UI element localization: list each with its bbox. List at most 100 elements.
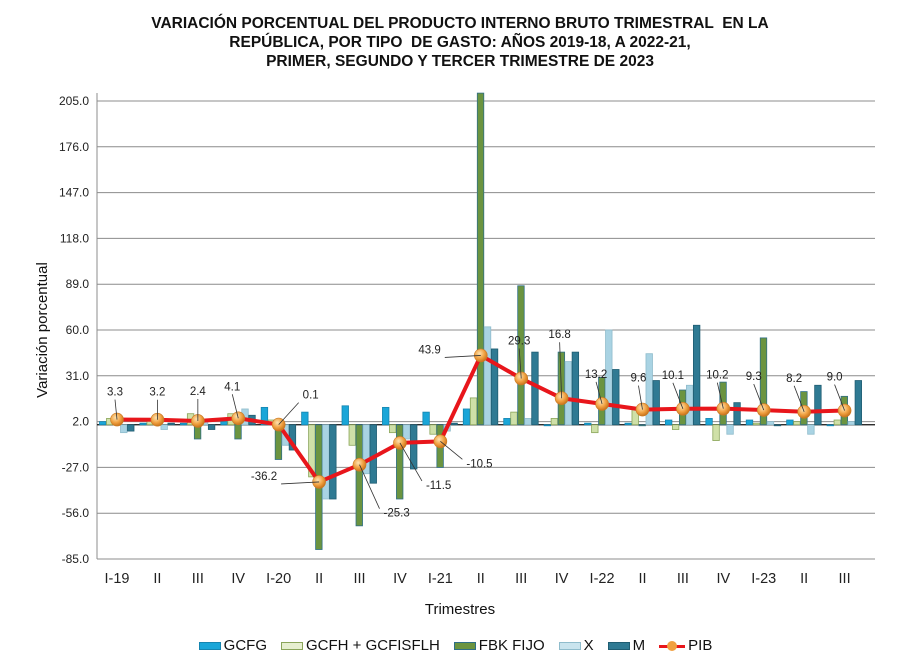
pib-leader-line	[559, 342, 563, 399]
legend-item-gcfg: GCFG	[198, 637, 268, 654]
legend-item-gcfh: GCFH + GCFISFLH	[281, 637, 440, 654]
pib-data-label: 2.4	[190, 386, 207, 398]
pib-data-label: 8.2	[786, 373, 802, 385]
pib-data-label: -25.3	[384, 508, 410, 520]
bar-gcfg-9	[462, 408, 471, 426]
x-tick-label: I-21	[428, 571, 453, 587]
pib-data-label: 3.3	[107, 387, 123, 399]
bar-x-13	[645, 353, 653, 426]
bar-x-7	[403, 424, 411, 440]
bar-gcfg-12	[584, 422, 592, 426]
bar-gcfg-13	[624, 422, 632, 426]
bar-m-5	[329, 424, 337, 500]
x-tick-label: I-22	[590, 571, 615, 587]
bar-fbk-fijo-9	[476, 92, 485, 426]
legend-item-x: X	[558, 637, 594, 654]
x-tick-label: II	[315, 571, 323, 587]
bar-fbk-fijo-10	[517, 285, 525, 426]
bar-gcfg-18	[826, 424, 834, 427]
x-tick-label: II	[638, 571, 646, 587]
y-tick-label: 147.0	[59, 186, 89, 200]
bar-gcfh-gcfisflh-12	[591, 424, 599, 434]
bar-gcfg-16	[745, 419, 754, 426]
x-tick-label: II	[477, 571, 485, 587]
legend-swatch-x	[558, 641, 581, 650]
y-tick-label: 60.0	[66, 323, 90, 337]
pib-data-label: 13.2	[585, 369, 607, 381]
bar-gcfg-2	[179, 422, 188, 426]
x-tick-label: II	[153, 571, 161, 587]
bar-gcfh-gcfisflh-11	[550, 418, 559, 426]
pib-data-labels: 3.3 3.2 2.4 4.1 0.1 -36.2 -25.3 -11.5 -10.5 43.9 2…	[107, 329, 845, 520]
pib-leader-line	[753, 383, 765, 411]
chart-title-line-3: PRIMER, SEGUNDO Y TERCER TRIMESTRE DE 20…	[266, 53, 654, 70]
y-tick-label: -27.0	[62, 460, 90, 474]
pib-leader-line	[518, 348, 522, 379]
bar-x-1	[160, 424, 168, 430]
bar-x-5	[322, 424, 330, 500]
bar-gcfg-17	[786, 419, 794, 426]
bar-gcfh-gcfisflh-7	[389, 424, 397, 434]
x-tick-label: IV	[716, 571, 730, 587]
legend-label-pib: PIB	[688, 637, 713, 654]
y-axis-ticks: 205.0 176.0 147.0 118.0 89.0 60.0 31.0 2.0 -27.0…	[59, 94, 89, 566]
bar-gcfg-10	[503, 418, 511, 426]
bar-gcfg-8	[422, 411, 430, 426]
bar-m-1	[167, 422, 175, 426]
pib-leader-line	[281, 481, 320, 485]
legend-swatch-m	[607, 641, 630, 650]
pib-data-label: 10.1	[662, 370, 684, 382]
legend-item-fbk-fijo: FBK FIJO	[453, 637, 545, 654]
bar-m-12	[612, 369, 620, 426]
bar-gcfh-gcfisflh-17	[793, 421, 801, 426]
bar-gcfg-3	[220, 421, 228, 426]
y-tick-label: 176.0	[59, 140, 89, 154]
y-tick-label: 2.0	[72, 415, 89, 429]
bar-m-11	[571, 351, 580, 426]
legend-label-gcfg: GCFG	[223, 637, 268, 654]
pib-data-label: 4.1	[224, 381, 240, 393]
bar-x-12	[605, 329, 613, 426]
legend-label-x: X	[583, 637, 594, 654]
bar-m-15	[733, 402, 741, 426]
y-tick-label: -56.0	[62, 506, 90, 520]
bar-m-16	[773, 424, 782, 427]
bar-gcfg-1	[139, 422, 147, 426]
x-tick-label: I-23	[751, 571, 776, 587]
bar-gcfh-gcfisflh-10	[510, 411, 518, 426]
chart-title-line-1: VARIACIÓN PORCENTUAL DEL PRODUCTO INTERN…	[151, 15, 769, 32]
pib-data-label: -10.5	[466, 458, 492, 470]
bar-m-7	[410, 424, 418, 470]
bar-x-18	[847, 421, 855, 426]
pib-leader-line	[278, 402, 299, 425]
pib-leader-line	[444, 355, 481, 358]
x-tick-label: IV	[231, 571, 245, 587]
x-tick-label: III	[839, 571, 851, 587]
bar-m-17	[814, 384, 822, 426]
legend-swatch-gcfg	[198, 641, 221, 650]
bar-m-2	[207, 424, 216, 430]
x-axis-label: Trimestres	[425, 601, 495, 618]
bar-x-17	[807, 424, 815, 435]
pib-data-label: 9.3	[746, 371, 762, 383]
pib-data-label: 16.8	[548, 329, 570, 341]
pib-leader-line	[359, 464, 380, 509]
bar-m-13	[652, 380, 660, 426]
y-tick-label: 205.0	[59, 94, 89, 108]
bar-gcfh-gcfisflh-18	[833, 419, 841, 426]
pib-leader-line	[440, 441, 463, 460]
bars	[99, 92, 862, 550]
x-tick-label: III	[515, 571, 527, 587]
pib-leader-line	[793, 385, 805, 412]
pib-data-label: 9.0	[827, 372, 843, 384]
y-axis-label: Variación porcentual	[34, 262, 51, 398]
y-tick-label: -85.0	[62, 552, 90, 566]
bar-gcfg-6	[341, 405, 349, 426]
legend-swatch-gcfh	[281, 641, 304, 650]
x-tick-label: IV	[555, 571, 569, 587]
x-tick-label: IV	[393, 571, 407, 587]
bar-x-15	[726, 424, 734, 435]
x-tick-label: I-19	[105, 571, 130, 587]
pib-data-label: 10.2	[706, 370, 728, 382]
bar-gcfg-15	[705, 418, 713, 426]
